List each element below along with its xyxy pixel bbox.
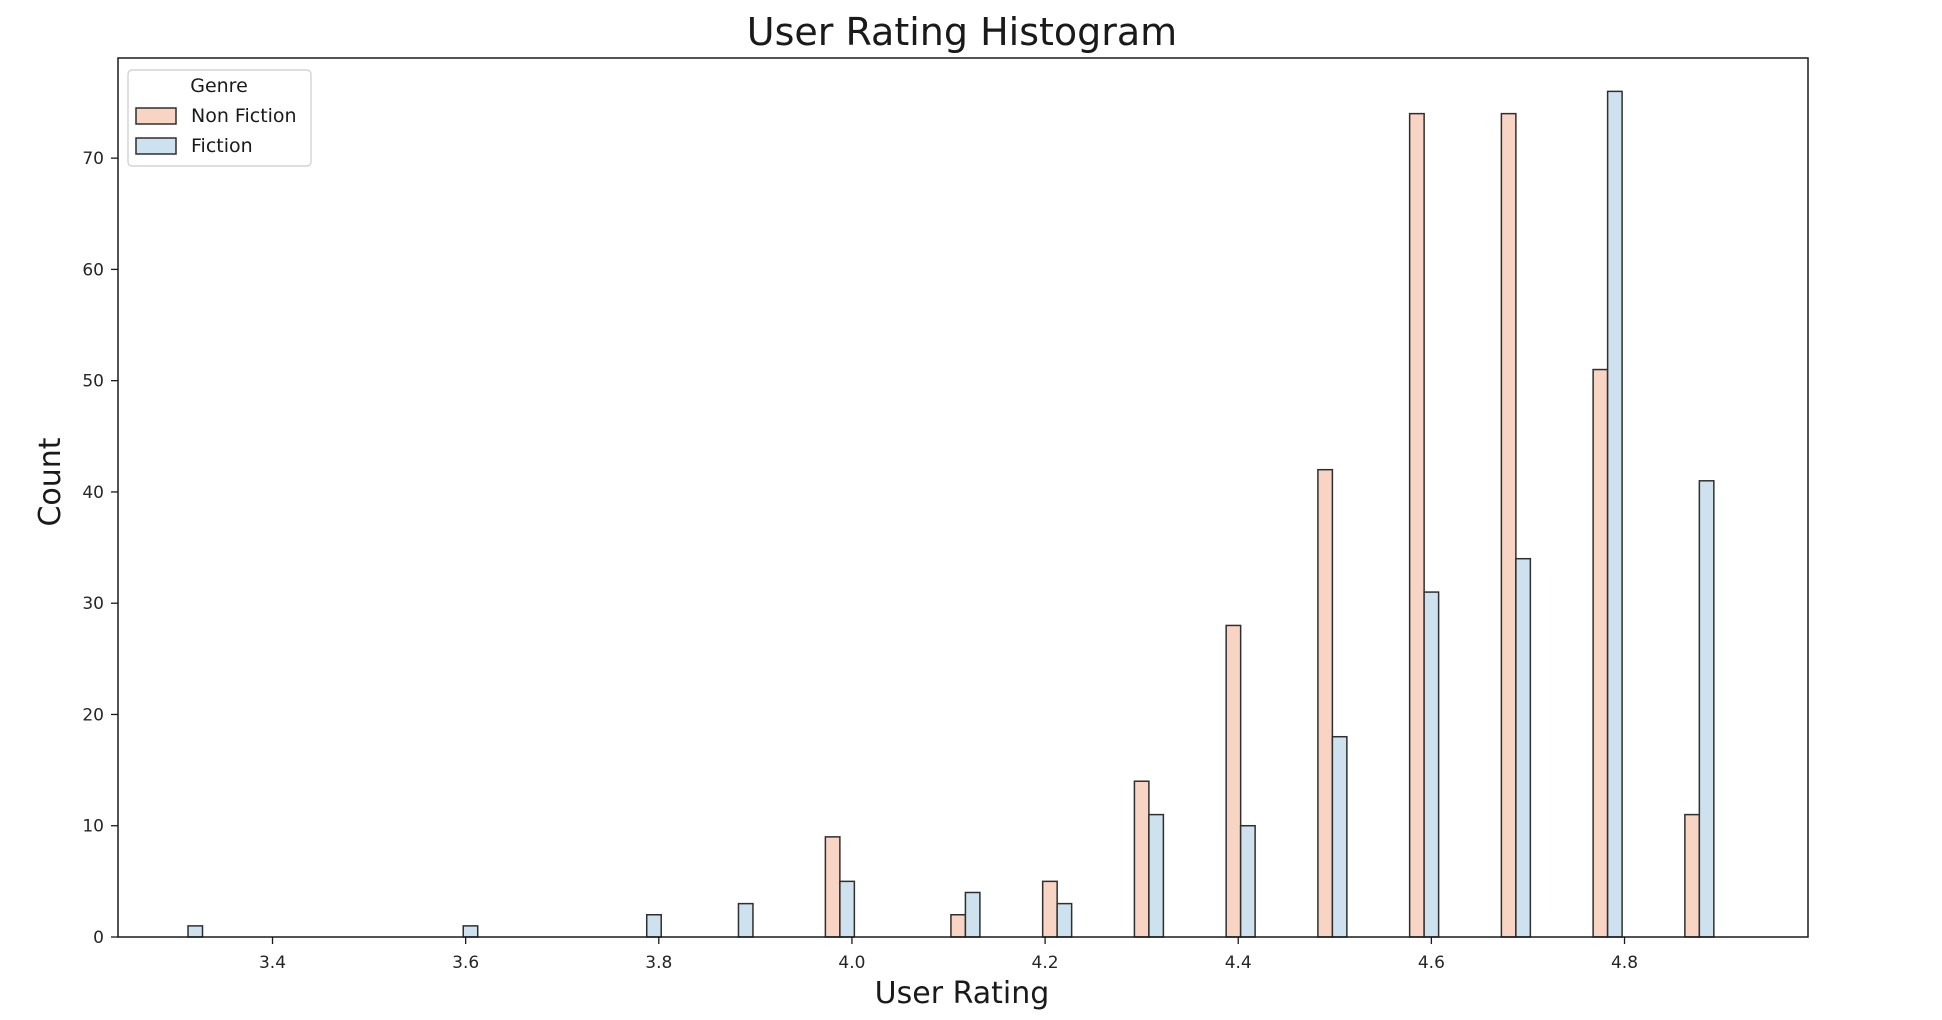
bar-non-fiction-7 — [1500, 112, 1517, 938]
bar-fiction-5 — [964, 891, 981, 938]
chart-title: User Rating Histogram — [747, 10, 1177, 54]
bar-non-fiction-9 — [1684, 813, 1701, 938]
plot-frame — [117, 57, 1809, 938]
x-axis-ticks: 3.4 3.6 3.8 4.0 4.2 4.4 4.6 4.8 — [259, 937, 1638, 973]
legend-items: Non Fiction Fiction — [135, 105, 297, 157]
bar-fiction-4 — [839, 880, 856, 938]
bar-non-fiction-8 — [1592, 368, 1609, 938]
legend: Genre Non Fiction Fiction — [127, 69, 312, 167]
x-axis-label: User Rating — [875, 976, 1050, 1011]
bar-non-fiction-5 — [1317, 468, 1334, 938]
legend-title: Genre — [190, 75, 248, 97]
y-axis-label: Count — [33, 437, 68, 526]
y-tick-label: 0 — [93, 928, 104, 948]
x-tick-label: 4.2 — [1032, 953, 1059, 973]
y-tick-label: 30 — [82, 594, 104, 614]
bar-fiction-12 — [1606, 90, 1623, 938]
y-axis-ticks: 0 10 20 30 40 50 60 70 — [82, 149, 118, 948]
bar-fiction-10 — [1423, 591, 1440, 938]
bar-non-fiction-6 — [1408, 112, 1425, 938]
x-tick-label: 3.4 — [259, 953, 286, 973]
bar-fiction-7 — [1148, 813, 1165, 938]
bar-fiction-1 — [462, 925, 479, 938]
legend-label-fiction: Fiction — [191, 135, 253, 157]
x-tick-label: 4.6 — [1418, 953, 1445, 973]
y-tick-label: 40 — [82, 483, 104, 503]
bar-non-fiction-1 — [950, 913, 967, 938]
bar-fiction-8 — [1239, 824, 1256, 938]
bar-fiction-3 — [737, 902, 754, 938]
legend-swatch-fiction — [135, 137, 177, 155]
x-tick-label: 3.6 — [452, 953, 479, 973]
bar-non-fiction-2 — [1041, 880, 1058, 938]
bar-fiction-6 — [1056, 902, 1073, 938]
x-tick-label: 3.8 — [645, 953, 672, 973]
y-tick-label: 50 — [82, 372, 104, 392]
bar-non-fiction-0 — [824, 836, 841, 938]
bar-non-fiction-3 — [1133, 780, 1150, 938]
bar-fiction-0 — [187, 925, 204, 938]
bar-fiction-2 — [645, 913, 662, 938]
y-tick-label: 10 — [82, 817, 104, 837]
bar-fiction-9 — [1331, 735, 1348, 938]
bar-fiction-13 — [1698, 480, 1715, 938]
legend-swatch-non-fiction — [135, 107, 177, 125]
bar-non-fiction-4 — [1225, 624, 1242, 938]
x-tick-label: 4.4 — [1225, 953, 1252, 973]
x-tick-label: 4.0 — [838, 953, 865, 973]
legend-label-non-fiction: Non Fiction — [191, 105, 297, 127]
x-tick-label: 4.8 — [1611, 953, 1638, 973]
bars-group — [187, 90, 1715, 938]
y-tick-label: 70 — [82, 149, 104, 169]
y-tick-label: 20 — [82, 705, 104, 725]
y-tick-label: 60 — [82, 260, 104, 280]
bar-fiction-11 — [1515, 557, 1532, 938]
